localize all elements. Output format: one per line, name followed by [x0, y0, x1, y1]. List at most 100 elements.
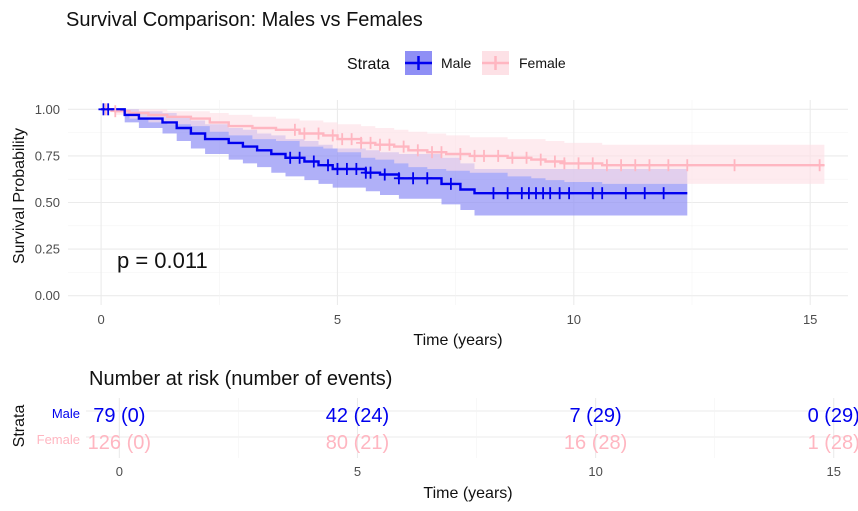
risk-x-tick-labels: 0 5 10 15	[116, 464, 841, 479]
km-censor-male	[408, 172, 419, 185]
km-censor-female	[289, 123, 300, 136]
km-censor-female	[455, 148, 466, 161]
legend-label-male: Male	[441, 55, 472, 71]
km-x-tick-label: 15	[803, 312, 817, 327]
km-censor-male	[502, 187, 513, 200]
km-censor-female	[521, 151, 532, 164]
legend: Strata Male Female	[347, 51, 566, 75]
km-censor-male	[294, 151, 305, 164]
km-censor-female	[375, 138, 385, 151]
km-censor-female	[412, 144, 423, 157]
km-x-tick-labels: 0 5 10 15	[97, 312, 817, 327]
risk-x-tick-label: 5	[354, 464, 361, 479]
km-censor-male	[308, 155, 319, 168]
km-censor-female	[337, 133, 348, 146]
risk-strata-label-female: Female	[37, 432, 80, 447]
legend-label-female: Female	[519, 55, 566, 71]
p-value-annotation: p = 0.011	[117, 248, 208, 273]
km-censor-female	[535, 153, 546, 166]
km-censor-female	[427, 146, 437, 159]
risk-cell-male: 7 (29)	[569, 405, 621, 427]
km-censor-female	[313, 127, 324, 140]
km-censor-female	[644, 159, 655, 172]
risk-x-tick-label: 10	[588, 464, 602, 479]
km-curve-male	[101, 108, 688, 195]
km-censor-male	[597, 187, 608, 200]
chart-title: Survival Comparison: Males vs Females	[66, 9, 423, 31]
km-censor-female	[384, 138, 395, 151]
km-censor-male	[351, 162, 362, 175]
km-x-tick-label: 10	[567, 312, 581, 327]
km-censor-female	[630, 159, 641, 172]
risk-cell-male: 42 (24)	[326, 405, 389, 427]
km-censor-male	[587, 187, 598, 200]
risk-x-tick-label: 0	[116, 464, 123, 479]
km-censor-female	[507, 151, 518, 164]
km-x-axis-title: Time (years)	[413, 332, 502, 349]
km-censor-female	[479, 149, 489, 162]
km-censor-female	[110, 105, 121, 118]
km-censor-male	[658, 187, 669, 200]
risk-cell-male: 79 (0)	[93, 405, 145, 427]
km-censor-female	[436, 146, 447, 159]
km-censor-male	[620, 187, 631, 200]
risk-grid	[86, 398, 848, 458]
km-censor-female	[601, 159, 612, 172]
risk-cell-female: 126 (0)	[88, 432, 151, 454]
risk-y-axis-title: Strata	[11, 405, 28, 448]
risk-x-axis-title: Time (years)	[423, 485, 512, 502]
risk-table-values: 79 (0) 42 (24) 7 (29) 0 (29) 126 (0) 80 (21) 1…	[88, 405, 858, 454]
km-censor-female	[469, 149, 480, 162]
risk-table-title: Number at risk (number of events)	[89, 368, 392, 390]
risk-strata-label-male: Male	[52, 406, 80, 421]
km-censor-male	[323, 159, 333, 172]
risk-cell-female: 16 (28)	[564, 432, 627, 454]
km-censor-male	[332, 162, 343, 175]
km-censor-male	[365, 166, 376, 179]
km-censor-female	[327, 129, 338, 142]
km-censor-male	[103, 103, 114, 116]
km-censor-female	[729, 159, 740, 172]
km-y-tick-label: 0.00	[35, 288, 60, 303]
km-censor-male	[488, 187, 499, 200]
km-censor-female	[365, 136, 376, 149]
km-censor-female	[549, 155, 560, 168]
km-censor-female	[587, 157, 598, 170]
km-censor-female	[682, 159, 693, 172]
km-censor-female	[559, 157, 570, 170]
km-censor-female	[398, 140, 409, 153]
km-censor-male	[422, 172, 433, 185]
km-censor-female	[616, 159, 627, 172]
km-censor-male	[554, 187, 565, 200]
risk-x-tick-label: 15	[826, 464, 840, 479]
km-y-tick-label: 1.00	[35, 102, 60, 117]
km-censor-male	[445, 177, 456, 190]
km-censor-male	[379, 168, 390, 181]
km-censor-male	[341, 162, 352, 175]
km-censor-female	[573, 157, 584, 170]
risk-cell-male: 0 (29)	[808, 405, 858, 427]
km-y-tick-label: 0.25	[35, 242, 60, 257]
km-censor-male	[564, 187, 575, 200]
km-censor-male	[639, 187, 650, 200]
km-y-axis-title: Survival Probability	[11, 128, 28, 264]
km-censor-female	[356, 136, 367, 149]
km-censor-female	[493, 149, 504, 162]
km-y-tick-labels: 0.00 0.25 0.50 0.75 1.00	[35, 102, 60, 303]
legend-title: Strata	[347, 56, 390, 73]
km-x-tick-label: 0	[97, 312, 104, 327]
km-censor-marks	[98, 103, 825, 200]
km-censor-female	[814, 159, 825, 172]
risk-cell-female: 1 (28)	[808, 432, 858, 454]
km-censor-female	[299, 127, 310, 140]
km-confidence-bands	[101, 109, 825, 216]
km-censor-male	[285, 151, 296, 164]
risk-cell-female: 80 (21)	[326, 432, 389, 454]
km-y-tick-label: 0.50	[35, 195, 60, 210]
km-censor-female	[663, 159, 674, 172]
km-censor-male	[393, 172, 404, 185]
km-y-tick-label: 0.75	[35, 148, 60, 163]
km-censor-female	[346, 133, 357, 146]
km-censor-male	[545, 187, 556, 200]
